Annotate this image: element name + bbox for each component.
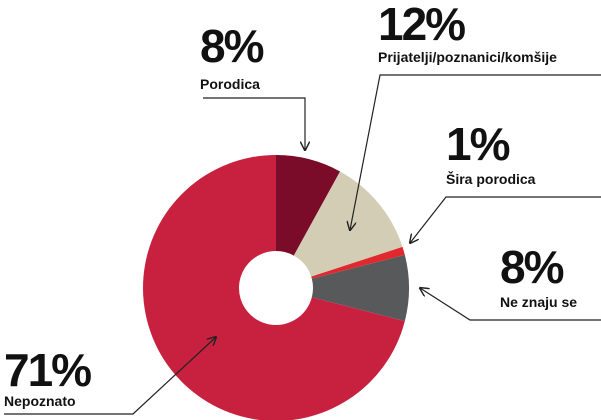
percent-label: 8%: [200, 20, 264, 72]
category-label: Prijatelji/poznanici/komšije: [378, 49, 557, 65]
percent-label: 1%: [446, 118, 510, 170]
donut-slice: [311, 246, 405, 279]
category-label: Šira porodica: [446, 170, 536, 187]
leader-line: [203, 97, 305, 150]
percent-label: 71%: [4, 344, 91, 396]
donut-slice: [143, 155, 405, 420]
category-label: Nepoznato: [4, 393, 76, 409]
percent-label: 8%: [500, 241, 564, 293]
leader-line: [420, 288, 601, 321]
leader-line: [4, 337, 216, 415]
category-label: Ne znaju se: [500, 294, 577, 310]
category-label: Porodica: [200, 76, 260, 92]
leader-line: [350, 74, 601, 230]
donut-slice: [311, 254, 409, 322]
donut-slice: [276, 155, 341, 256]
percent-label: 12%: [378, 0, 465, 50]
leader-line: [410, 196, 601, 243]
